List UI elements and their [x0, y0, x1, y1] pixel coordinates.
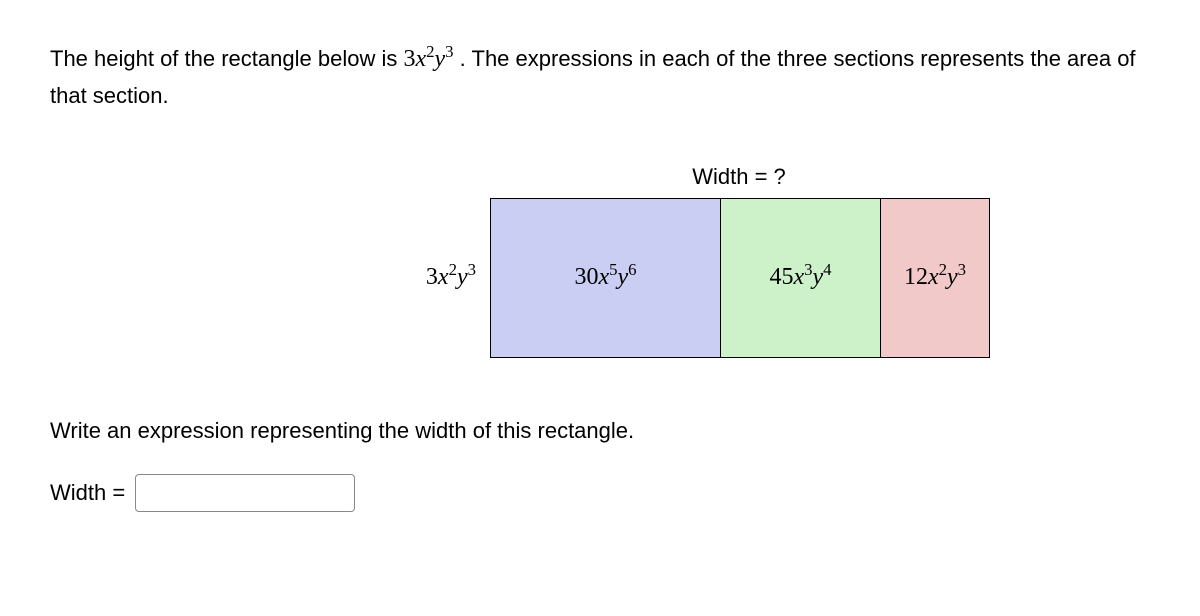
section-3-expression: 12x2y3 — [904, 264, 966, 291]
section-1-expression: 30x5y6 — [574, 264, 636, 291]
prompt-text: Write an expression representing the wid… — [50, 418, 1150, 444]
section-1: 30x5y6 — [491, 199, 721, 357]
section-3: 12x2y3 — [881, 199, 989, 357]
height-expression-inline: 3x2y3 — [403, 46, 453, 72]
section-2-expression: 45x3y4 — [769, 264, 831, 291]
problem-intro: The height of the rectangle below is 3x2… — [50, 40, 1150, 114]
height-expression: 3x2y3 — [390, 264, 490, 291]
rectangle: 30x5y6 45x3y4 12x2y3 — [490, 198, 990, 358]
answer-row: Width = — [50, 474, 1150, 512]
intro-text-1: The height of the rectangle below is — [50, 46, 403, 71]
width-input[interactable] — [135, 474, 355, 512]
rectangle-diagram: Width = ? 3x2y3 30x5y6 45x3y4 12x2y3 — [50, 164, 1150, 358]
section-2: 45x3y4 — [721, 199, 881, 357]
width-label: Width = ? — [490, 164, 988, 190]
answer-label: Width = — [50, 480, 125, 506]
